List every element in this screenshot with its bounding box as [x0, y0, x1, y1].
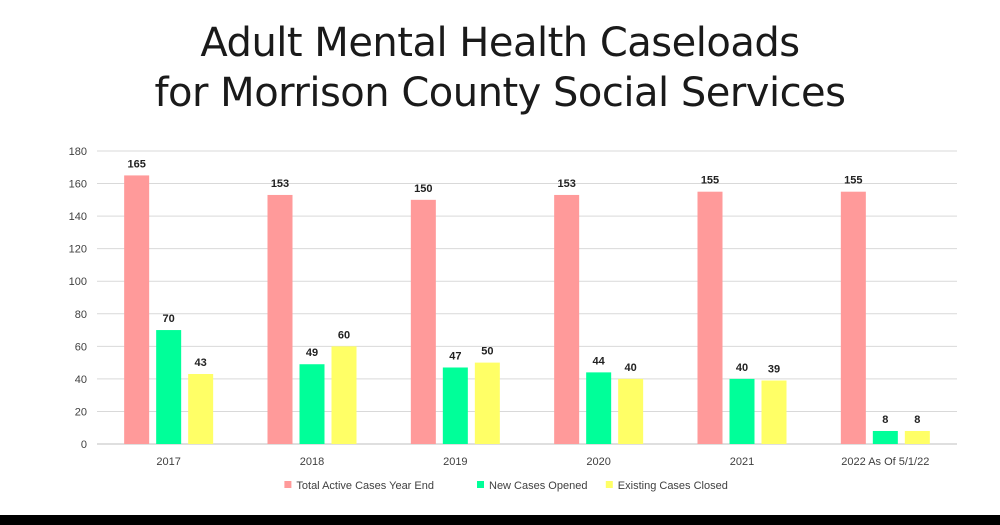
- bar-data-label: 50: [481, 346, 493, 358]
- bar: [188, 374, 214, 444]
- bar-data-label: 155: [701, 175, 719, 187]
- bar-data-label: 165: [127, 158, 145, 170]
- bar-data-label: 40: [625, 362, 637, 374]
- legend-swatch: [605, 481, 613, 488]
- bar-data-label: 153: [271, 178, 289, 190]
- x-tick-label: 2019: [443, 456, 467, 468]
- y-tick-label: 140: [69, 211, 87, 223]
- bar-data-label: 49: [306, 347, 318, 359]
- bar: [267, 194, 293, 444]
- chart-title-line-1: Adult Mental Health Caseloads: [200, 20, 800, 66]
- bar-data-label: 8: [914, 414, 920, 426]
- x-axis: 2017 2018 2019 2020 2021 2022 As Of 5/1/22: [156, 456, 929, 468]
- y-tick-label: 0: [81, 439, 87, 451]
- bar-data-label: 43: [195, 357, 207, 369]
- bar: [872, 430, 898, 444]
- y-tick-label: 100: [69, 276, 87, 288]
- legend-item: New Cases Opened: [477, 480, 587, 492]
- legend-label: Existing Cases Closed: [618, 480, 728, 492]
- bar: [554, 194, 580, 444]
- bars: [124, 175, 930, 444]
- x-tick-label: 2020: [586, 456, 610, 468]
- chart-title-line-2: for Morrison County Social Services: [154, 70, 846, 116]
- bar-data-label: 47: [449, 350, 461, 362]
- bar: [586, 372, 612, 444]
- bar: [474, 362, 500, 444]
- y-tick-label: 60: [75, 341, 87, 353]
- legend-label: Total Active Cases Year End: [296, 480, 434, 492]
- bar: [410, 199, 436, 444]
- bar-data-label: 150: [414, 183, 432, 195]
- bar: [299, 364, 325, 444]
- bar: [761, 380, 787, 444]
- legend: Total Active Cases Year End New Cases Ope…: [284, 480, 728, 492]
- bar-data-label: 60: [338, 329, 350, 341]
- bar-data-label: 155: [844, 175, 862, 187]
- gridlines: [97, 150, 957, 445]
- bar: [904, 430, 930, 444]
- x-tick-label: 2017: [156, 456, 180, 468]
- legend-label: New Cases Opened: [489, 480, 587, 492]
- legend-item: Existing Cases Closed: [605, 480, 728, 492]
- bar-data-label: 44: [593, 355, 606, 367]
- bar-data-label: 8: [882, 414, 888, 426]
- x-tick-label: 2022 As Of 5/1/22: [841, 456, 929, 468]
- bar-data-label: 40: [736, 362, 748, 374]
- x-tick-label: 2018: [300, 456, 324, 468]
- y-axis: 0 20 40 60 80 100 120 140 160 180: [69, 146, 87, 451]
- legend-item: Total Active Cases Year End: [284, 480, 434, 492]
- bar: [840, 191, 866, 444]
- legend-swatch: [284, 481, 292, 488]
- bar: [697, 191, 723, 444]
- bar-data-label: 70: [163, 313, 175, 325]
- y-tick-label: 120: [69, 244, 87, 256]
- x-tick-label: 2021: [730, 456, 754, 468]
- bar: [156, 330, 182, 444]
- bar: [729, 378, 755, 444]
- y-tick-label: 160: [69, 179, 87, 191]
- y-tick-label: 20: [75, 406, 87, 418]
- bar-data-label: 39: [768, 364, 780, 376]
- chart-title: Adult Mental Health Caseloads for Morris…: [0, 18, 1000, 118]
- data-labels: 165 70 43 153 49 60 150 47 50 153 44 40 155 40 39 155 8 8: [127, 158, 920, 426]
- y-tick-label: 180: [69, 146, 87, 158]
- bar: [331, 346, 357, 444]
- y-tick-label: 80: [75, 309, 87, 321]
- bar: [618, 378, 644, 444]
- bar-data-label: 153: [557, 178, 575, 190]
- bar: [124, 175, 150, 444]
- bar: [442, 367, 468, 444]
- bottom-border-band: [0, 515, 1000, 525]
- legend-swatch: [477, 481, 484, 488]
- y-tick-label: 40: [75, 374, 87, 386]
